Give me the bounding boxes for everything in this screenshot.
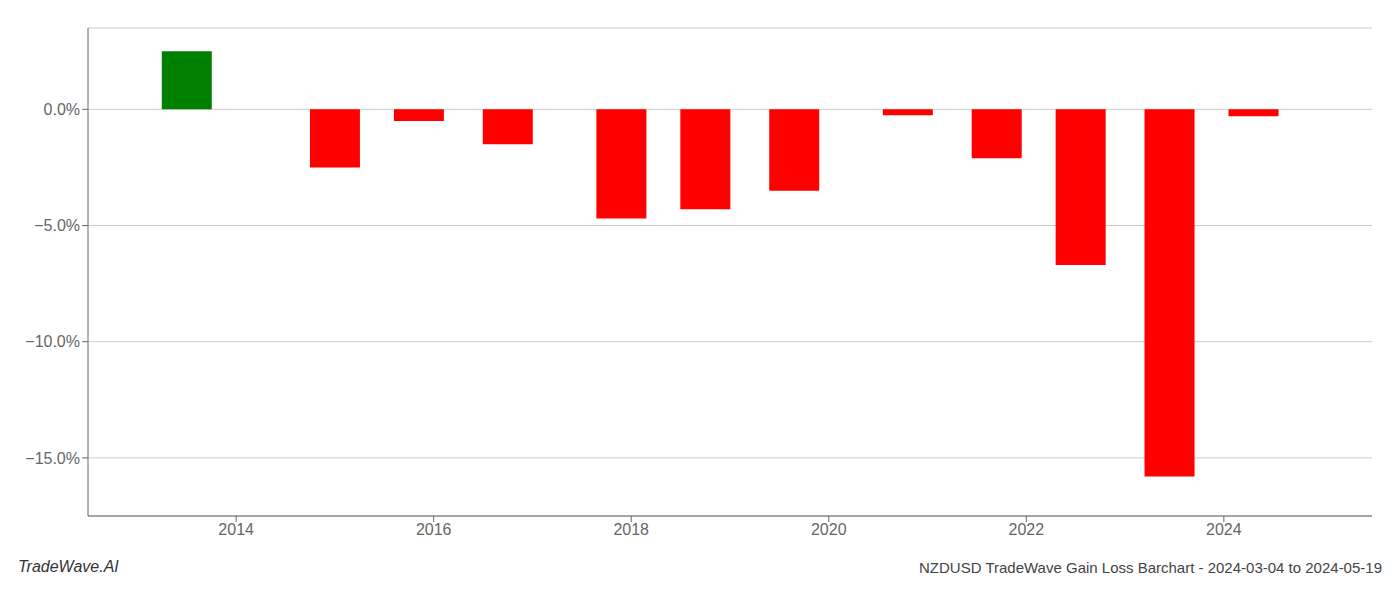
svg-text:2014: 2014 <box>218 521 254 538</box>
svg-text:0.0%: 0.0% <box>44 101 80 118</box>
html-text:TradeWave.AI: TradeWave.AI <box>18 558 119 575</box>
html-text:NZDUSD TradeWave Gain Loss Bar: NZDUSD TradeWave Gain Loss Barchart - 20… <box>919 559 1382 576</box>
svg-text:−10.0%: −10.0% <box>25 333 80 350</box>
svg-text:2016: 2016 <box>416 521 452 538</box>
svg-text:−5.0%: −5.0% <box>34 217 80 234</box>
svg-text:2024: 2024 <box>1206 521 1242 538</box>
svg-text:−15.0%: −15.0% <box>25 450 80 467</box>
svg-text:2022: 2022 <box>1009 521 1045 538</box>
svg-text:2018: 2018 <box>613 521 649 538</box>
svg-text:2020: 2020 <box>811 521 847 538</box>
